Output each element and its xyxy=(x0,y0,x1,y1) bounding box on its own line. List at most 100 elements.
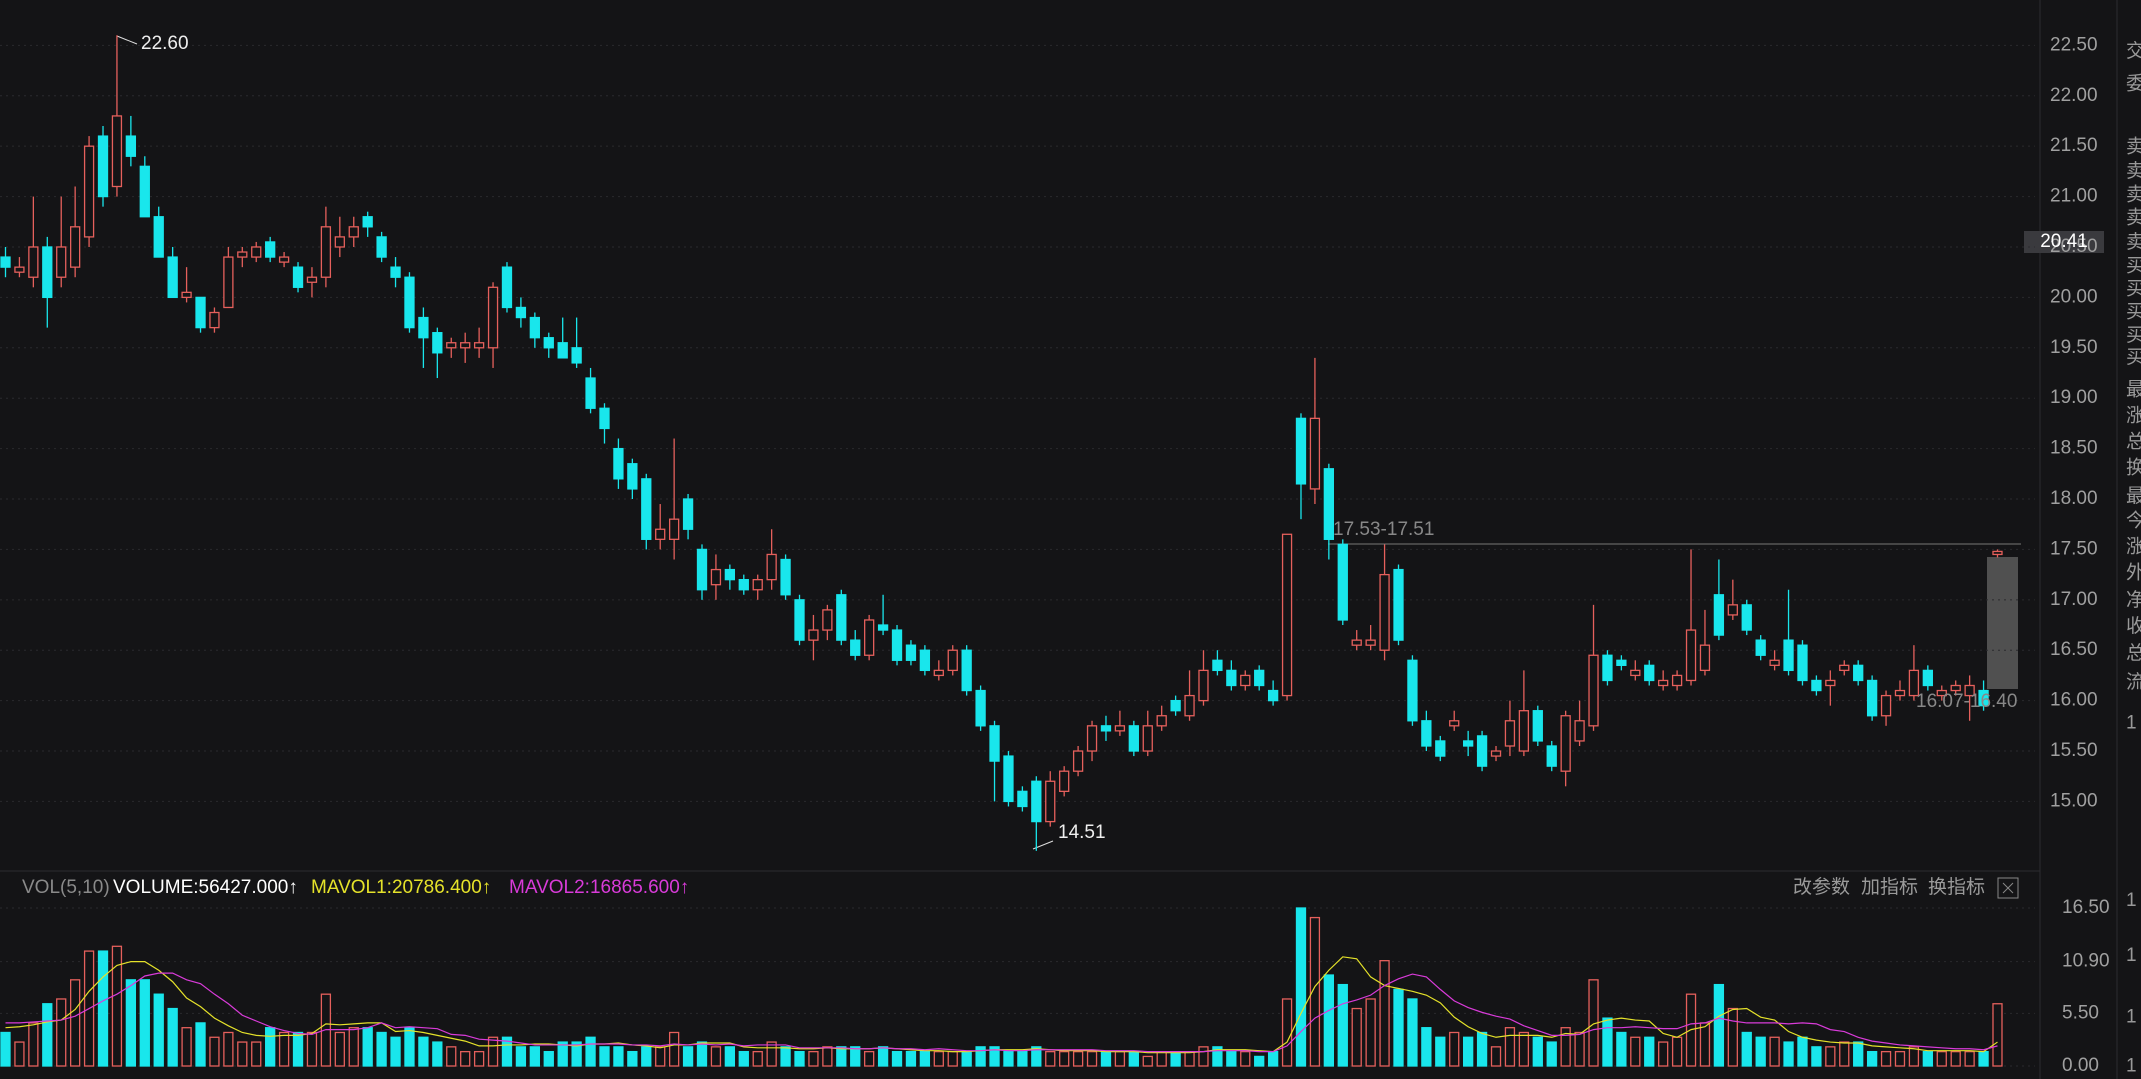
y-tick-label: 15.50 xyxy=(2050,740,2098,761)
candle-body xyxy=(432,332,443,354)
candle-body xyxy=(1337,543,1348,621)
high-arrow xyxy=(116,35,138,45)
candle-body xyxy=(1630,669,1641,677)
candle-body xyxy=(1616,659,1627,666)
candle-body xyxy=(390,266,401,278)
candle-body xyxy=(668,518,680,540)
side-label: 1 xyxy=(2126,1055,2137,1076)
volume-bar xyxy=(738,1050,749,1067)
candle-body xyxy=(1936,689,1947,697)
volume-bar xyxy=(1825,1046,1836,1067)
candle-body xyxy=(251,246,262,258)
volume-bar xyxy=(1379,960,1390,1067)
candle-body xyxy=(1393,568,1404,641)
side-label: 涨 xyxy=(2126,536,2141,558)
volume-bar xyxy=(1295,907,1307,1067)
volume-bar xyxy=(571,1041,582,1067)
volume-bar xyxy=(1630,1036,1641,1067)
candle-body xyxy=(376,236,387,258)
indicator-name: VOL(5,10) xyxy=(22,877,110,898)
price-marker-box xyxy=(2024,231,2104,253)
close-x[interactable] xyxy=(2002,882,2014,894)
volume-bar xyxy=(1226,1050,1237,1067)
candle-body xyxy=(1463,740,1474,747)
close-box[interactable] xyxy=(1997,877,2019,899)
candle-body xyxy=(1003,755,1014,803)
candle-body xyxy=(1992,550,2003,556)
side-label: 最 xyxy=(2126,380,2141,401)
volume-bar xyxy=(1602,1017,1613,1067)
candle-body xyxy=(195,296,206,329)
candle-body xyxy=(1504,720,1516,747)
volume-bar xyxy=(557,1041,568,1067)
toolbar-button[interactable]: 改参数 xyxy=(1793,876,1850,898)
y-tick-label: 17.50 xyxy=(2050,538,2098,559)
volume-bar xyxy=(864,1050,875,1067)
volume-bar xyxy=(836,1046,847,1067)
side-label: 卖 xyxy=(2126,183,2141,205)
candle-body xyxy=(181,291,192,299)
volume-bar xyxy=(111,945,123,1067)
volume-bar xyxy=(1100,1050,1112,1067)
candle-body xyxy=(292,266,304,288)
volume-bar xyxy=(933,1050,944,1067)
range-box xyxy=(1987,557,2018,689)
candle-body xyxy=(961,649,972,692)
candle-body xyxy=(627,463,638,490)
y-tick-label: 18.50 xyxy=(2050,438,2098,459)
candle-body xyxy=(822,609,833,631)
candle-body xyxy=(1267,689,1279,702)
candle-body xyxy=(1379,573,1390,651)
volume-bar xyxy=(42,1003,53,1067)
candle-body xyxy=(1212,659,1223,672)
side-label: 最 xyxy=(2126,486,2141,507)
candle-body xyxy=(919,649,931,672)
volume-bar xyxy=(1365,998,1376,1067)
candle-body xyxy=(404,276,415,329)
candle-body xyxy=(1226,669,1237,687)
side-label: 收 xyxy=(2126,615,2141,637)
volume-bar xyxy=(989,1046,1000,1067)
candle-body xyxy=(153,216,164,258)
candle-body xyxy=(766,553,777,581)
candle-body xyxy=(1741,604,1752,631)
volume-bar xyxy=(376,1031,387,1067)
volume-bar xyxy=(1866,1050,1878,1067)
candle-body xyxy=(864,619,875,656)
annotation: 14.51 xyxy=(1058,822,1106,843)
volume-bar xyxy=(390,1036,401,1067)
volume-bar xyxy=(1323,974,1334,1067)
candle-body xyxy=(1156,715,1167,727)
candle-body xyxy=(1964,684,1975,697)
volume-bar xyxy=(1003,1050,1014,1067)
candle-body xyxy=(70,226,81,268)
y-tick-label: 20.50 xyxy=(2050,236,2098,257)
candle-body xyxy=(1602,654,1613,682)
candle-body xyxy=(1866,679,1878,717)
toolbar-button[interactable]: 换指标 xyxy=(1928,876,1985,898)
candle-body xyxy=(1853,664,1864,682)
y-tick-label: 19.00 xyxy=(2050,387,2098,408)
candle-body xyxy=(1908,669,1920,697)
volume-bar xyxy=(877,1046,889,1067)
candle-body xyxy=(1100,725,1112,732)
candle-body xyxy=(125,135,137,157)
volume-bar xyxy=(780,1046,791,1067)
side-label: 涨 xyxy=(2126,404,2141,426)
volume-bar xyxy=(1476,1031,1488,1067)
side-label: 今 xyxy=(2126,510,2141,532)
toolbar-button[interactable]: 加指标 xyxy=(1861,876,1918,898)
side-label: 流 xyxy=(2126,671,2141,693)
y-tick-label: 21.50 xyxy=(2050,135,2098,156)
annotation: 17.53-17.51 xyxy=(1333,519,1434,540)
candle-body xyxy=(1894,689,1906,697)
candle-body xyxy=(1839,664,1850,672)
candle-body xyxy=(891,629,903,661)
candle-body xyxy=(989,725,1000,762)
volume-bar xyxy=(1142,1055,1153,1067)
side-label: 委 xyxy=(2126,73,2141,95)
volume-bar xyxy=(794,1050,805,1067)
candle-body xyxy=(223,256,234,309)
candle-body xyxy=(905,644,917,661)
volume-bar xyxy=(1351,1007,1362,1067)
